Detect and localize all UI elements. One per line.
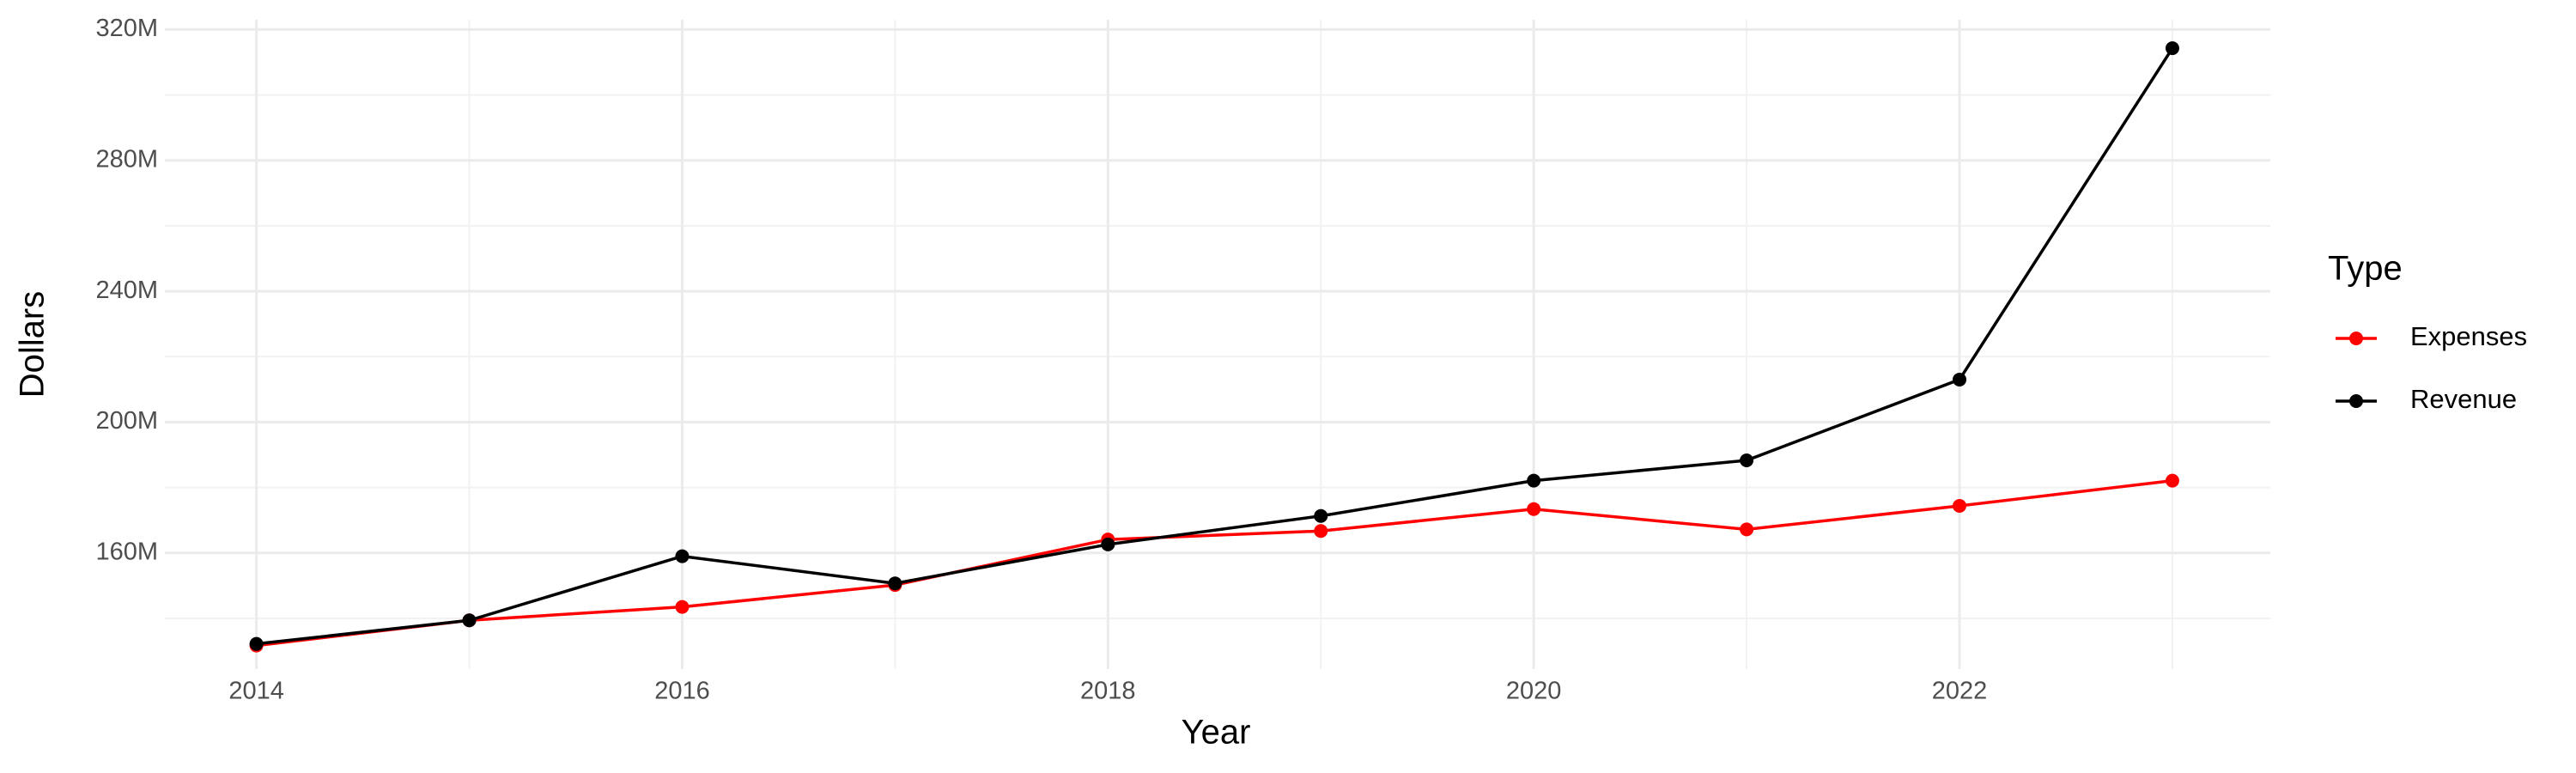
data-point bbox=[249, 636, 264, 651]
data-point bbox=[675, 549, 690, 563]
y-axis-title: Dollars bbox=[14, 291, 52, 398]
data-point bbox=[1527, 502, 1541, 516]
legend-title: Type bbox=[2328, 250, 2403, 288]
x-axis-title: Year bbox=[1182, 714, 1251, 752]
y-tick-label: 320M bbox=[95, 15, 158, 42]
data-point bbox=[1953, 498, 1967, 513]
data-point bbox=[888, 576, 902, 591]
data-point bbox=[2165, 473, 2179, 488]
x-tick-label: 2018 bbox=[1080, 678, 1136, 705]
legend-label: Revenue bbox=[2410, 384, 2517, 414]
data-point bbox=[1314, 508, 1328, 523]
data-point bbox=[1740, 522, 1754, 537]
x-tick-label: 2014 bbox=[228, 678, 284, 705]
data-point bbox=[1953, 372, 1967, 386]
y-tick-label: 280M bbox=[95, 145, 158, 173]
data-point bbox=[2165, 41, 2179, 56]
y-tick-label: 240M bbox=[95, 277, 158, 304]
data-point bbox=[1314, 524, 1328, 539]
legend-key-point bbox=[2349, 332, 2363, 345]
y-tick-label: 200M bbox=[95, 407, 158, 435]
x-tick-label: 2022 bbox=[1932, 678, 1988, 705]
series-line bbox=[256, 47, 2174, 646]
legend-label: Expenses bbox=[2410, 321, 2527, 351]
legend-key-point bbox=[2349, 394, 2363, 408]
data-point bbox=[1740, 453, 1754, 468]
x-tick-label: 2016 bbox=[654, 678, 710, 705]
data-point bbox=[462, 613, 477, 628]
data-point bbox=[1527, 473, 1541, 488]
y-tick-label: 160M bbox=[95, 538, 158, 565]
data-point bbox=[675, 600, 690, 614]
data-point bbox=[1101, 537, 1115, 551]
x-tick-label: 2020 bbox=[1506, 678, 1562, 705]
series-line bbox=[256, 478, 2173, 648]
